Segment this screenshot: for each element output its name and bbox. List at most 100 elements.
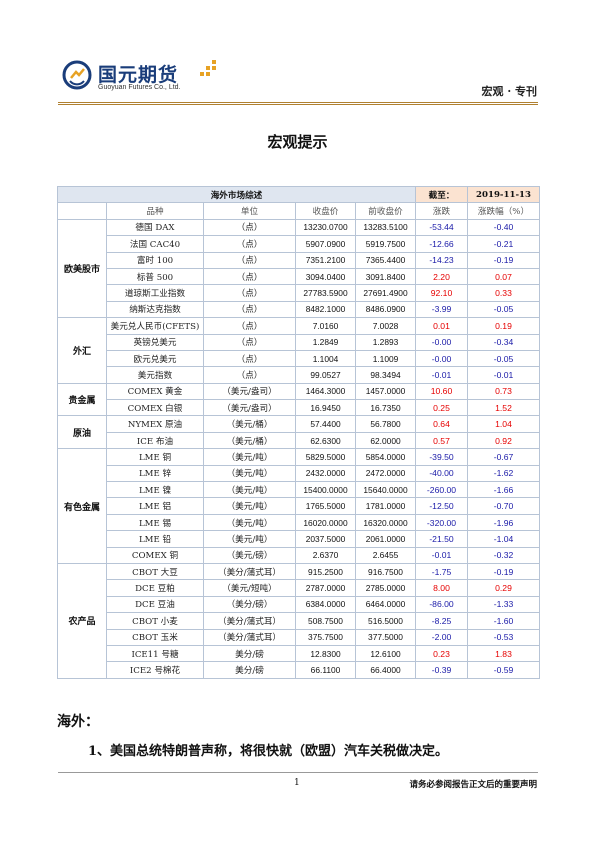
unit-cell: （美元/短吨） [203,579,296,597]
prev-close-cell: 3091.8400 [355,267,416,286]
prev-close-cell: 5854.0000 [355,448,416,466]
item-name-cell: 欧元兑美元 [106,349,204,368]
change-pct-cell: 0.73 [467,382,540,401]
close-price-cell: 2.6370 [295,546,356,564]
change-pct-cell: -1.96 [467,513,540,532]
change-pct-cell: -0.67 [467,448,540,466]
prev-close-cell: 16320.0000 [355,513,416,532]
prev-close-cell: 1457.0000 [355,382,416,401]
item-name-cell: CBOT 小麦 [106,612,204,630]
unit-cell: （点） [203,333,296,351]
table-row: LME 锡（美元/吨） 16020.0000 16320.0000 -320.00 -1… [58,513,540,532]
table-row: 原油 NYMEX 原油 （美元/桶） 57.4400 56.7800 0.64 1.04 [57,415,540,450]
unit-cell: （美元/吨） [203,513,296,532]
close-price-cell: 13230.0700 [295,218,356,237]
unit-cell: （美元/吨） [203,530,296,548]
item-name-cell: 美元兑人民币(CFETS) [106,317,204,335]
change-pct-cell: -0.40 [467,218,540,237]
table-row: 道琼斯工业指数 （点） 27783.5900 27691.4900 92.10 0.33 [58,284,540,302]
unit-cell: （点） [203,218,296,237]
company-logo: 国元期货 Guoyuan Futures Co., Ltd. [62,58,242,98]
group-label: 外汇 [57,317,107,384]
prev-close-cell: 516.5000 [355,612,416,630]
item-name-cell: 富时 100 [106,251,204,269]
change-pct-cell: -0.21 [467,235,540,253]
change-pct-cell: 1.52 [467,399,540,417]
table-caption: 海外市场综述 [57,185,416,204]
table-row: 英镑兑美元 （点） 1.2849 1.2893 -0.00 -0.34 [58,333,540,351]
unit-cell: （美元/吨） [203,464,296,483]
prev-close-cell: 15640.0000 [355,481,416,499]
change-pct-cell: -1.62 [467,464,540,483]
unit-cell: （美元/磅） [203,546,296,564]
unit-cell: （点） [203,267,296,286]
change-cell: -260.00 [415,481,468,499]
change-cell: -12.66 [415,235,468,253]
close-price-cell: 27783.5900 [295,284,356,302]
unit-cell: （美元/桶） [203,431,296,450]
table-row: CBOT 玉米 （美分/蒲式耳） 375.7500 377.5000 -2.00 -0.5… [58,628,540,646]
table-row: 法国 CAC40 （点） 5907.0900 5919.7500 -12.66 -0.21 [58,235,540,253]
footer-divider [58,772,538,773]
table-row: 欧元兑美元 （点） 1.1004 1.1009 -0.00 -0.05 [58,349,540,368]
unit-cell: （美元/吨） [203,448,296,466]
change-cell: -0.00 [415,333,468,351]
change-pct-cell: 0.33 [467,284,540,302]
change-pct-cell: 1.83 [467,644,540,663]
unit-cell: （点） [203,235,296,253]
close-price-cell: 3094.0400 [295,267,356,286]
change-cell: 0.23 [415,644,468,663]
unit-cell: （点） [203,300,296,319]
unit-cell: （美元/桶） [203,415,296,433]
prev-close-cell: 12.6100 [355,644,416,663]
change-cell: 2.20 [415,267,468,286]
table-row: 美元指数 （点） 99.0527 98.3494 -0.01 -0.01 [58,366,540,384]
change-cell: 92.10 [415,284,468,302]
group-label: 欧美股市 [57,218,107,319]
prev-close-cell: 2472.0000 [355,464,416,483]
prev-close-cell: 7365.4400 [355,251,416,269]
change-pct-cell: -0.19 [467,251,540,269]
item-name-cell: LME 镍 [106,481,204,499]
prev-close-cell: 377.5000 [355,628,416,646]
table-row: 贵金属 COMEX 黄金 （美元/盎司） 1464.3000 1457.0000 10.6… [57,382,540,417]
close-price-cell: 1.1004 [295,349,356,368]
column-header: 单位 [203,202,296,220]
column-header: 品种 [106,202,204,220]
unit-cell: （美分/蒲式耳） [203,562,296,581]
item-name-cell: 标普 500 [106,267,204,286]
item-name-cell: 美元指数 [106,366,204,384]
table-row: CBOT 小麦 （美分/蒲式耳） 508.7500 516.5000 -8.25 -1.6… [58,612,540,630]
change-pct-cell: -0.05 [467,300,540,319]
unit-cell: （美分/蒲式耳） [203,628,296,646]
change-pct-cell: -1.04 [467,530,540,548]
column-header: 涨跌幅（%） [467,202,540,220]
prev-close-cell: 7.0028 [355,317,416,335]
close-price-cell: 57.4400 [295,415,356,433]
table-row: ICE2 号棉花 美分/磅 66.1100 66.4000 -0.39 -0.59 [58,661,540,679]
close-price-cell: 375.7500 [295,628,356,646]
prev-close-cell: 66.4000 [355,661,416,679]
prev-close-cell: 62.0000 [355,431,416,450]
change-pct-cell: -1.66 [467,481,540,499]
table-row: LME 锌（美元/吨） 2432.0000 2472.0000 -40.00 -1.62 [58,464,540,483]
change-pct-cell: -0.05 [467,349,540,368]
change-pct-cell: -1.60 [467,612,540,630]
prev-close-cell: 56.7800 [355,415,416,433]
item-name-cell: ICE11 号糖 [106,644,204,663]
item-name-cell: ICE 布油 [106,431,204,450]
item-name-cell: DCE 豆油 [106,595,204,614]
item-name-cell: 德国 DAX [106,218,204,237]
prev-close-cell: 27691.4900 [355,284,416,302]
table-row: LME 铝（美元/吨） 1765.5000 1781.0000 -12.50 -0.70 [58,497,540,515]
header-spacer [57,202,107,220]
table-row: 富时 100 （点） 7351.2100 7365.4400 -14.23 -0.19 [58,251,540,269]
prev-close-cell: 5919.7500 [355,235,416,253]
table-row: DCE 豆粕 （美元/短吨） 2787.0000 2785.0000 8.00 0.29 [58,579,540,597]
change-cell: -21.50 [415,530,468,548]
table-row: 外汇 美元兑人民币(CFETS) （点） 7.0160 7.0028 0.01 0.19 [57,317,540,384]
change-pct-cell: -0.32 [467,546,540,564]
item-name-cell: LME 铝 [106,497,204,515]
table-row: DCE 豆油 （美分/磅） 6384.0000 6464.0000 -86.00 -1.3… [58,595,540,614]
item-name-cell: LME 锡 [106,513,204,532]
